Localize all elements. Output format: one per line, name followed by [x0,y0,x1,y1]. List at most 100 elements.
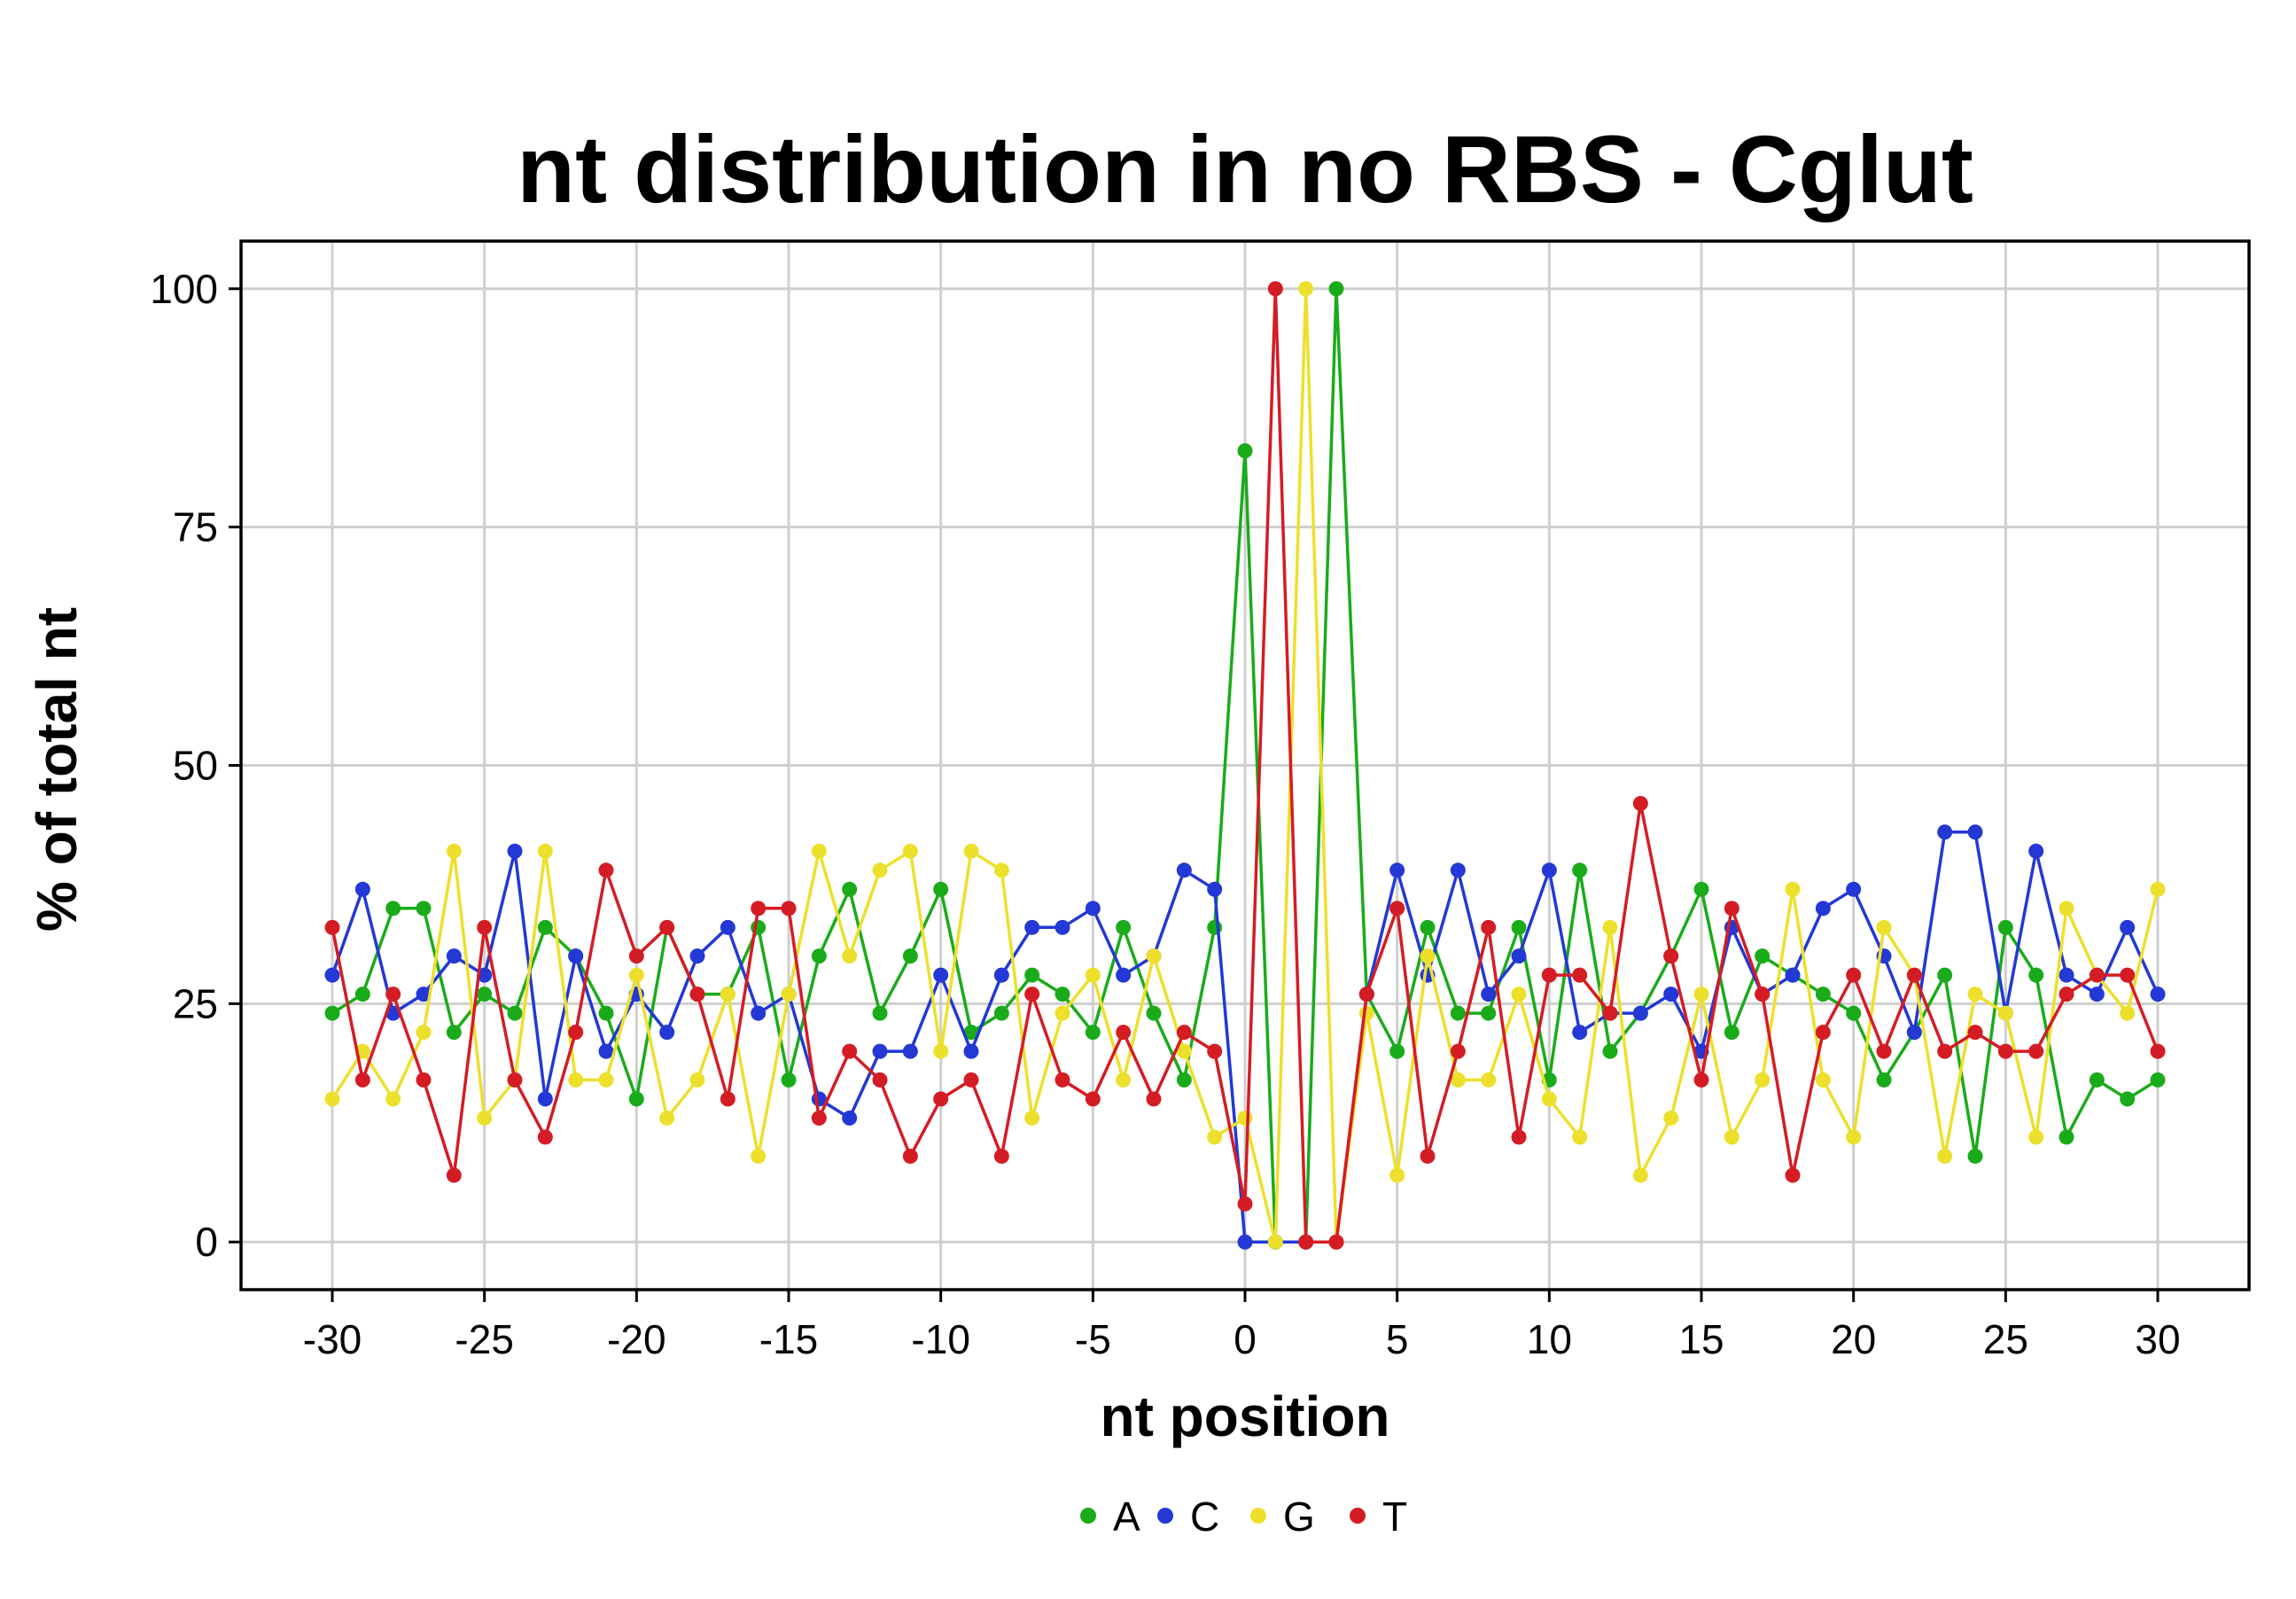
data-point-A [933,881,949,897]
x-tick-label: 5 [1386,1316,1409,1362]
y-tick-label: 0 [195,1219,218,1265]
data-point-C [1815,901,1831,916]
data-point-C [1937,824,1953,840]
data-point-A [1511,919,1527,935]
data-point-A [1876,1072,1892,1088]
data-point-G [1755,1072,1771,1088]
data-point-T [1176,1025,1192,1041]
x-axis-ticks: -30 -25 -20 -15 -10 -5 0 5 10 15 20 25 30 [303,1290,2181,1362]
data-point-T [1724,901,1740,916]
data-point-C [751,1005,767,1021]
data-point-C [598,1043,614,1059]
data-point-G [537,843,553,859]
data-point-C [1846,881,1862,897]
data-point-G [385,1091,401,1107]
data-point-T [1997,1043,2013,1059]
data-point-G [751,1148,767,1164]
data-point-C [1085,901,1101,916]
data-point-T [1937,1043,1953,1059]
data-point-G [963,843,979,859]
y-axis-title: % of total nt [25,607,89,932]
data-point-G [1572,1129,1588,1145]
data-point-G [720,987,735,1002]
data-point-A [385,901,401,916]
data-point-C [1541,862,1557,878]
data-point-T [1237,1196,1253,1212]
data-point-T [1207,1043,1223,1059]
data-point-A [2028,967,2044,983]
data-point-C [537,1091,553,1107]
series-T [324,281,2166,1250]
data-point-A [507,1005,523,1021]
data-point-G [1267,1234,1283,1250]
data-point-G [1967,987,1983,1002]
legend-label-C: C [1190,1494,1219,1540]
data-point-G [1298,281,1314,297]
data-point-G [1055,1005,1070,1021]
x-tick-label: -20 [607,1316,665,1362]
data-point-C [1389,862,1405,878]
data-point-A [1846,1005,1862,1021]
data-point-T [1116,1025,1132,1041]
data-point-A [1481,1005,1497,1021]
data-point-C [993,967,1009,983]
data-point-A [1937,967,1953,983]
data-point-C [1572,1025,1588,1041]
data-point-T [324,919,340,935]
data-point-T [781,901,797,916]
data-point-A [1328,281,1344,297]
data-point-T [568,1025,584,1041]
data-point-G [1389,1167,1405,1183]
data-point-G [1632,1167,1648,1183]
data-point-G [1541,1091,1557,1107]
data-point-T [598,862,614,878]
data-point-A [1450,1005,1466,1021]
data-point-C [2089,987,2105,1002]
data-point-T [720,1091,735,1107]
x-tick-label: 25 [1983,1316,2028,1362]
y-tick-label: 50 [173,743,218,789]
data-point-T [628,948,644,964]
y-tick-label: 100 [150,266,218,312]
x-tick-label: -10 [911,1316,969,1362]
data-point-G [1146,948,1162,964]
data-point-G [628,967,644,983]
data-point-C [1785,967,1801,983]
data-point-C [1055,919,1070,935]
data-point-T [1511,1129,1527,1145]
data-point-G [2028,1129,2044,1145]
data-point-A [477,987,493,1002]
data-point-C [568,948,584,964]
data-point-G [1724,1129,1740,1145]
data-point-C [477,967,493,983]
y-tick-label: 25 [173,980,218,1026]
data-point-G [446,843,462,859]
data-point-G [2120,1005,2136,1021]
data-point-G [1785,881,1801,897]
data-point-T [1481,919,1497,935]
data-point-T [477,919,493,935]
data-point-T [902,1148,918,1164]
data-point-A [1055,987,1070,1002]
x-tick-label: 30 [2135,1316,2180,1362]
data-point-A [1389,1043,1405,1059]
data-point-A [1420,919,1436,935]
data-point-C [720,919,735,935]
data-point-C [1116,967,1132,983]
data-point-C [1481,987,1497,1002]
data-point-T [416,1072,432,1088]
data-point-A [1602,1043,1618,1059]
data-point-T [1389,901,1405,916]
data-point-C [689,948,705,964]
data-point-T [1146,1091,1162,1107]
data-point-T [1693,1072,1709,1088]
data-point-C [1207,881,1223,897]
data-point-A [2059,1129,2074,1145]
data-point-C [507,843,523,859]
series-group [324,281,2166,1250]
data-point-C [1176,862,1192,878]
data-point-G [1085,967,1101,983]
data-point-A [416,901,432,916]
data-point-G [872,862,888,878]
data-point-G [933,1043,949,1059]
